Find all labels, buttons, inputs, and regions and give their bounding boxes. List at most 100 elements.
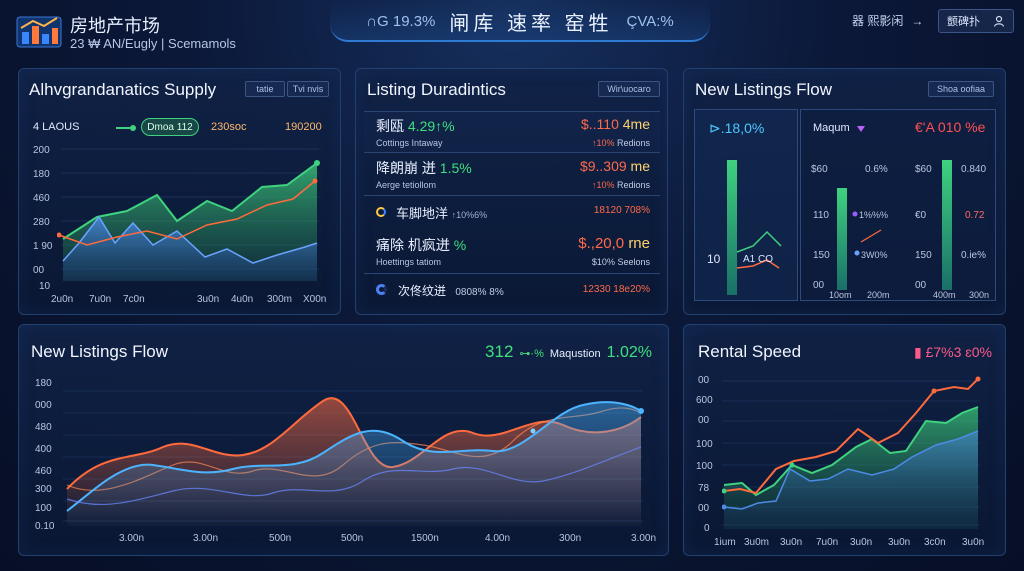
- bar-label: 3W0%: [861, 250, 888, 260]
- supply-x-label: 4u0n: [231, 294, 254, 305]
- rental-x-label: 3u0n: [962, 537, 985, 548]
- supply-x-label: 300m: [267, 294, 293, 305]
- row-value: $..110 4me: [581, 116, 650, 132]
- row-pct: %: [453, 237, 467, 253]
- user-icon: [993, 15, 1005, 27]
- row-value-text: $.,20,0: [578, 235, 625, 252]
- supply-x-label: X00n: [303, 294, 327, 305]
- list-item[interactable]: 车脚地洋 ↑10%6% 18120 708%: [364, 197, 660, 227]
- row-name-text: 痛除 机疯迸: [376, 237, 450, 253]
- supply-y-label: 280: [33, 217, 50, 228]
- ring-icon: [376, 207, 386, 217]
- flow-y-label: 400: [35, 444, 52, 455]
- row-pct: 1.5%: [439, 160, 472, 176]
- bar-y-label: 110: [813, 210, 829, 221]
- bar-green: [837, 188, 847, 290]
- supply-x-label: 3u0n: [197, 294, 220, 305]
- dynamics-panel-title: Listing Duradintics: [367, 80, 506, 99]
- flow-right-card: Maqum €'A 010 %e $60 110 150 00 0.6% 1%%…: [800, 109, 996, 301]
- row-small-text: 0808% 8%: [455, 287, 504, 298]
- supply-pill[interactable]: Dmoa 112: [141, 118, 199, 136]
- flow-x-label: 1500n: [411, 533, 439, 544]
- row-pct: ↑10%6%: [451, 210, 488, 220]
- arrow-right-icon: →: [911, 13, 924, 28]
- flow-small-panel: New Listings Flow Shoa oofiaa ⊳.18,0% 10…: [683, 68, 1006, 315]
- row-sub: Hoettings tatiom: [376, 257, 442, 267]
- ring-icon: [376, 284, 387, 295]
- row-sub-pct: ↑10%: [591, 138, 615, 148]
- flow-x-label: 3.00n: [631, 533, 657, 544]
- rental-y-label: 00: [698, 415, 710, 426]
- supply-y-label: 200: [33, 145, 50, 156]
- row-name: 降朗崩 迸 1.5%: [376, 158, 472, 178]
- brand-subtitle: 23 ₩ AN/Eugly | Scemamols: [70, 36, 236, 51]
- dynamics-panel: Listing Duradintics Wir\uocaro 剩瓯 4.29↑%…: [355, 68, 668, 315]
- flow-large-title: New Listings Flow: [31, 342, 168, 361]
- row-value: 12330 18e20%: [583, 284, 650, 295]
- header-nav-link[interactable]: 器 熙影闲 →: [852, 12, 923, 29]
- center-title: ∩G 19.3% 闸库 速率 窑牲 ÇVA:%: [330, 2, 710, 42]
- flow-x-label: 3.00n: [119, 533, 145, 544]
- row-pct: 4.29↑%: [407, 118, 455, 134]
- flow-x-label: 300n: [559, 533, 582, 544]
- center-title-main: 闸库 速率 窑牲: [449, 12, 613, 35]
- row-value-text: 12330: [582, 284, 611, 295]
- flow-large-panel: New Listings Flow 312 ⊶·% Maqustion 1.02…: [18, 324, 669, 556]
- flow-stat-pct: ⊶·%: [519, 348, 544, 360]
- rental-x-label: 7u0n: [816, 537, 839, 548]
- rental-stat: ▮ £7%3 ɛ0%: [914, 344, 992, 360]
- flow-x-label: 500n: [269, 533, 292, 544]
- rental-area-chart: [722, 376, 981, 529]
- supply-y-label: 460: [33, 193, 50, 204]
- bar-y-label: 150: [915, 250, 932, 261]
- flow-large-stats: 312 ⊶·% Maqustion 1.02%: [485, 342, 652, 362]
- row-sub-right: ↑10% Redions: [592, 180, 650, 190]
- flow-small-tag[interactable]: Shoa oofiaa: [928, 81, 994, 97]
- flow-left-bottom2: A1 CO: [743, 254, 774, 265]
- supply-x-label: 7c0n: [123, 294, 145, 305]
- rental-title: Rental Speed: [698, 342, 802, 361]
- flow-left-chart: [727, 160, 782, 295]
- supply-tag-right[interactable]: Tvi nvis: [287, 81, 329, 97]
- bar-y-label: 150: [813, 250, 830, 261]
- bar-x-label: 200m: [867, 290, 890, 300]
- supply-tag-left[interactable]: tatie: [245, 81, 285, 97]
- row-value-pct: 708%: [624, 205, 650, 216]
- rental-y-label: 78: [698, 483, 710, 494]
- flow-left-stat: ⊳.18,0%: [709, 120, 765, 136]
- rental-x-label: 3u0n: [780, 537, 803, 548]
- list-item[interactable]: 次佟纹迸 0808% 8% 12330 18e20%: [364, 276, 660, 306]
- user-menu-button[interactable]: 颤碑扑: [938, 9, 1014, 33]
- row-value-pct: 4me: [622, 116, 650, 132]
- bar-label: 1%%%: [859, 210, 889, 220]
- legend-dot-icon: [116, 125, 136, 131]
- bar-green: [942, 160, 952, 290]
- rental-y-label: 600: [696, 395, 713, 406]
- list-item[interactable]: 降朗崩 迸 1.5% Aerge tetiollom $9..309 me ↑1…: [364, 154, 660, 196]
- flow-y-label: 180: [35, 378, 52, 389]
- rental-y-label: 00: [698, 375, 710, 386]
- supply-panel: Alhvgrandanatics Supply tatie Tvi nvis 4…: [18, 68, 341, 315]
- row-value-text: $9..309: [579, 158, 627, 174]
- row-value: $9..309 me: [580, 158, 650, 174]
- bar-label: 0.72: [965, 210, 985, 221]
- supply-y-label: 10: [39, 281, 51, 292]
- brand-title: 房地产市场: [70, 16, 160, 36]
- flow-y-label: 100: [35, 503, 52, 514]
- flow-x-label: 3.00n: [193, 533, 219, 544]
- flow-right-stat: €'A 010 %e: [915, 119, 986, 135]
- bar-label: 0.840: [961, 164, 987, 175]
- row-name: 痛除 机疯迸 %: [376, 235, 466, 255]
- row-sub-label: Redions: [616, 180, 650, 190]
- list-item[interactable]: 剩瓯 4.29↑% Cottings Intaway $..110 4me ↑1…: [364, 111, 660, 153]
- flow-stat-label: Maqustion: [549, 348, 601, 360]
- flow-small-title: New Listings Flow: [695, 80, 832, 99]
- row-sub: Cottings Intaway: [376, 138, 443, 148]
- dynamics-tag[interactable]: Wir\uocaro: [598, 81, 660, 97]
- supply-panel-title: Alhvgrandanatics Supply: [29, 80, 217, 99]
- center-title-right: ÇVA:%: [626, 12, 674, 30]
- bar-dot-icon: [852, 211, 882, 256]
- bar-y-label: 00: [813, 280, 825, 291]
- center-title-left: ∩G 19.3%: [366, 12, 436, 30]
- list-item[interactable]: 痛除 机疯迸 % Hoettings tatiom $.,20,0 rne $1…: [364, 229, 660, 274]
